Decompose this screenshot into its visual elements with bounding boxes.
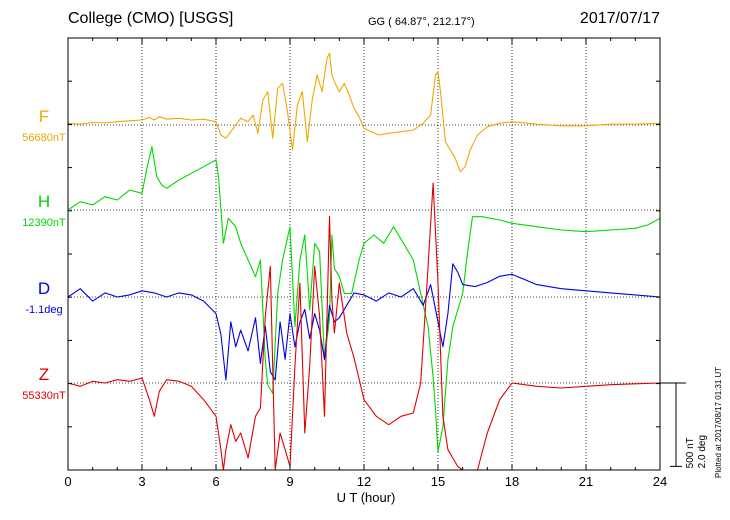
x-tick-label: 3 (138, 474, 145, 489)
series-d-baseline: -1.1deg (25, 304, 62, 316)
series-z-label: Z (39, 365, 49, 384)
scale-bar-nt: 500 nT (685, 437, 696, 468)
x-tick-label: 18 (505, 474, 519, 489)
series-h-line (67, 146, 661, 453)
series-labels: F 56680nT H 12390nT D -1.1deg Z 55330nT (22, 107, 66, 402)
x-axis: 0 3 6 9 12 15 18 21 24 (64, 38, 667, 489)
station-title: College (CMO) [USGS] (68, 10, 234, 27)
series-z-baseline: 55330nT (22, 390, 66, 402)
x-tick-label: 15 (431, 474, 445, 489)
scale-bar: 500 nT 2.0 deg (660, 382, 708, 468)
x-tick-label: 6 (212, 474, 219, 489)
scale-bar-deg: 2.0 deg (697, 435, 708, 468)
series-traces (67, 52, 661, 471)
x-tick-label: 12 (357, 474, 371, 489)
plotted-note: Plotted at 2017/08/17 01:31 UT (714, 367, 723, 478)
series-f-line (67, 52, 661, 173)
x-tick-label: 21 (579, 474, 593, 489)
x-axis-title: U T (hour) (337, 490, 396, 505)
geo-coordinates: GG ( 64.87°, 212.17°) (368, 16, 475, 28)
series-h-label: H (38, 192, 50, 211)
x-tick-label: 24 (653, 474, 667, 489)
series-f-baseline: 56680nT (22, 132, 66, 144)
plot-date: 2017/07/17 (579, 10, 660, 27)
series-f-label: F (39, 107, 49, 126)
x-tick-label: 9 (286, 474, 293, 489)
x-tick-label: 0 (64, 474, 71, 489)
series-d-label: D (38, 279, 50, 298)
series-h-baseline: 12390nT (22, 217, 66, 229)
